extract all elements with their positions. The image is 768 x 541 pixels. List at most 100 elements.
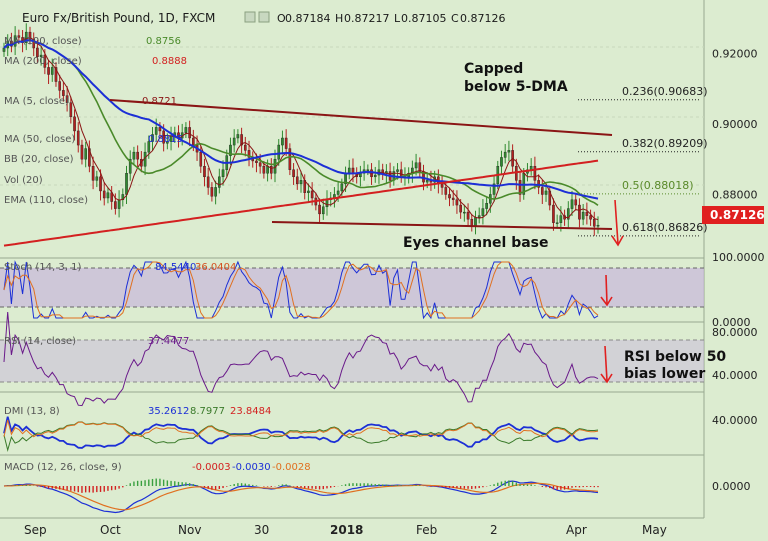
legend-ma5-value: 0.8721 bbox=[142, 96, 177, 107]
candle bbox=[132, 151, 136, 160]
candle bbox=[325, 199, 329, 208]
candle bbox=[258, 162, 262, 167]
candle bbox=[373, 174, 377, 178]
candle bbox=[54, 67, 58, 82]
candle bbox=[43, 54, 47, 68]
candle bbox=[24, 31, 28, 43]
annotation-capped-2: below 5-DMA bbox=[464, 79, 568, 95]
candle bbox=[570, 199, 574, 209]
candle bbox=[136, 151, 139, 160]
candle bbox=[596, 224, 600, 227]
indicator-tick: 0.0000 bbox=[712, 316, 751, 329]
candle bbox=[28, 31, 32, 40]
indicator-tick: 100.0000 bbox=[712, 251, 765, 264]
macd-label[interactable]: MACD (12, 26, close, 9) bbox=[4, 462, 122, 473]
dmi-plus-line bbox=[3, 416, 599, 449]
candle bbox=[288, 148, 292, 170]
candle bbox=[69, 102, 73, 118]
stoch-label[interactable]: Stoch (14, 3, 1) bbox=[4, 262, 81, 273]
candle bbox=[277, 144, 281, 160]
stoch-d-line bbox=[3, 261, 599, 319]
legend-ema[interactable]: EMA (110, close) bbox=[4, 195, 88, 206]
candle bbox=[247, 150, 251, 158]
current-price-badge bbox=[702, 206, 764, 224]
chart-title: Euro Fx/British Pound, 1D, FXCM bbox=[22, 11, 215, 25]
ma200-line bbox=[3, 159, 599, 247]
price-tick: 0.88000 bbox=[712, 188, 758, 201]
ma50-line bbox=[3, 39, 599, 200]
candle bbox=[73, 116, 76, 132]
candle bbox=[221, 169, 225, 178]
rsi-label[interactable]: RSI (14, close) bbox=[4, 336, 76, 347]
candle bbox=[292, 169, 295, 178]
rsi-value: 37.4477 bbox=[148, 336, 189, 347]
candle bbox=[425, 180, 429, 183]
stoch-k-line bbox=[3, 260, 599, 320]
legend-ma50-value: 0.8815 bbox=[148, 134, 183, 145]
ohlc-high: 0.87217 bbox=[344, 12, 390, 25]
legend-ma200-value: 0.8888 bbox=[152, 56, 187, 67]
stoch-d-value: 36.0404 bbox=[195, 262, 236, 273]
time-tick: Nov bbox=[178, 523, 201, 537]
candle bbox=[555, 222, 559, 224]
candle bbox=[125, 173, 128, 195]
candle bbox=[218, 176, 221, 188]
candle bbox=[210, 187, 214, 197]
legend-ma5[interactable]: MA (5, close) bbox=[4, 96, 69, 107]
candle bbox=[321, 206, 325, 215]
moving-averages bbox=[3, 36, 599, 247]
fibonacci-levels: 0.236(0.90683) 0.382(0.89209) 0.5(0.88018)… bbox=[578, 85, 708, 237]
candle bbox=[62, 90, 65, 96]
annotation-rsi-1: RSI below 50 bbox=[624, 349, 726, 365]
candle bbox=[192, 137, 195, 146]
candle bbox=[206, 176, 210, 188]
candle bbox=[507, 150, 511, 153]
current-price-value: 0.87126 bbox=[710, 208, 765, 222]
ma100-line bbox=[3, 39, 599, 206]
indicator-panels bbox=[0, 260, 704, 514]
candle bbox=[574, 199, 578, 206]
candle bbox=[184, 127, 188, 133]
time-tick: 30 bbox=[254, 523, 269, 537]
down-arrow-icon bbox=[611, 199, 624, 247]
candle bbox=[581, 211, 585, 220]
ohlc-close-label: C bbox=[451, 12, 459, 25]
macd-signal-line bbox=[3, 482, 599, 511]
candle bbox=[76, 130, 80, 146]
annotation-rsi-2: bias lower bbox=[624, 366, 705, 382]
legend-ma200[interactable]: MA (200, close) bbox=[4, 56, 82, 67]
price-tick: 0.90000 bbox=[712, 118, 758, 131]
candle bbox=[84, 148, 87, 160]
visibility-icon[interactable] bbox=[258, 11, 270, 23]
time-tick: Feb bbox=[416, 523, 437, 537]
candle bbox=[91, 166, 95, 181]
candle bbox=[310, 190, 314, 199]
candle bbox=[414, 162, 418, 169]
candle bbox=[318, 204, 321, 215]
channel-lower-line bbox=[271, 221, 613, 230]
candle bbox=[114, 201, 117, 209]
candle bbox=[477, 215, 481, 218]
down-arrow-icon bbox=[600, 274, 613, 307]
ohlc-low-label: L bbox=[394, 12, 401, 25]
legend-ma100[interactable]: MA (100, close) bbox=[4, 36, 82, 47]
candle bbox=[166, 141, 169, 144]
candle bbox=[151, 134, 154, 142]
legend-vol[interactable]: Vol (20) bbox=[4, 175, 43, 186]
candle bbox=[455, 199, 459, 206]
candle bbox=[236, 134, 240, 139]
candle bbox=[592, 218, 596, 227]
legend-ma50[interactable]: MA (50, close) bbox=[4, 134, 75, 145]
candle bbox=[99, 176, 102, 192]
candle bbox=[444, 187, 448, 195]
candle bbox=[162, 130, 165, 144]
settings-icon[interactable] bbox=[244, 11, 256, 23]
legend-bb[interactable]: BB (20, close) bbox=[4, 154, 74, 165]
ohlc-low: 0.87105 bbox=[401, 12, 447, 25]
time-tick: 2018 bbox=[330, 523, 363, 537]
candle bbox=[80, 144, 84, 160]
candle bbox=[566, 208, 570, 220]
dmi-label[interactable]: DMI (13, 8) bbox=[4, 406, 60, 417]
stoch-k-value: 84.5440 bbox=[155, 262, 196, 273]
